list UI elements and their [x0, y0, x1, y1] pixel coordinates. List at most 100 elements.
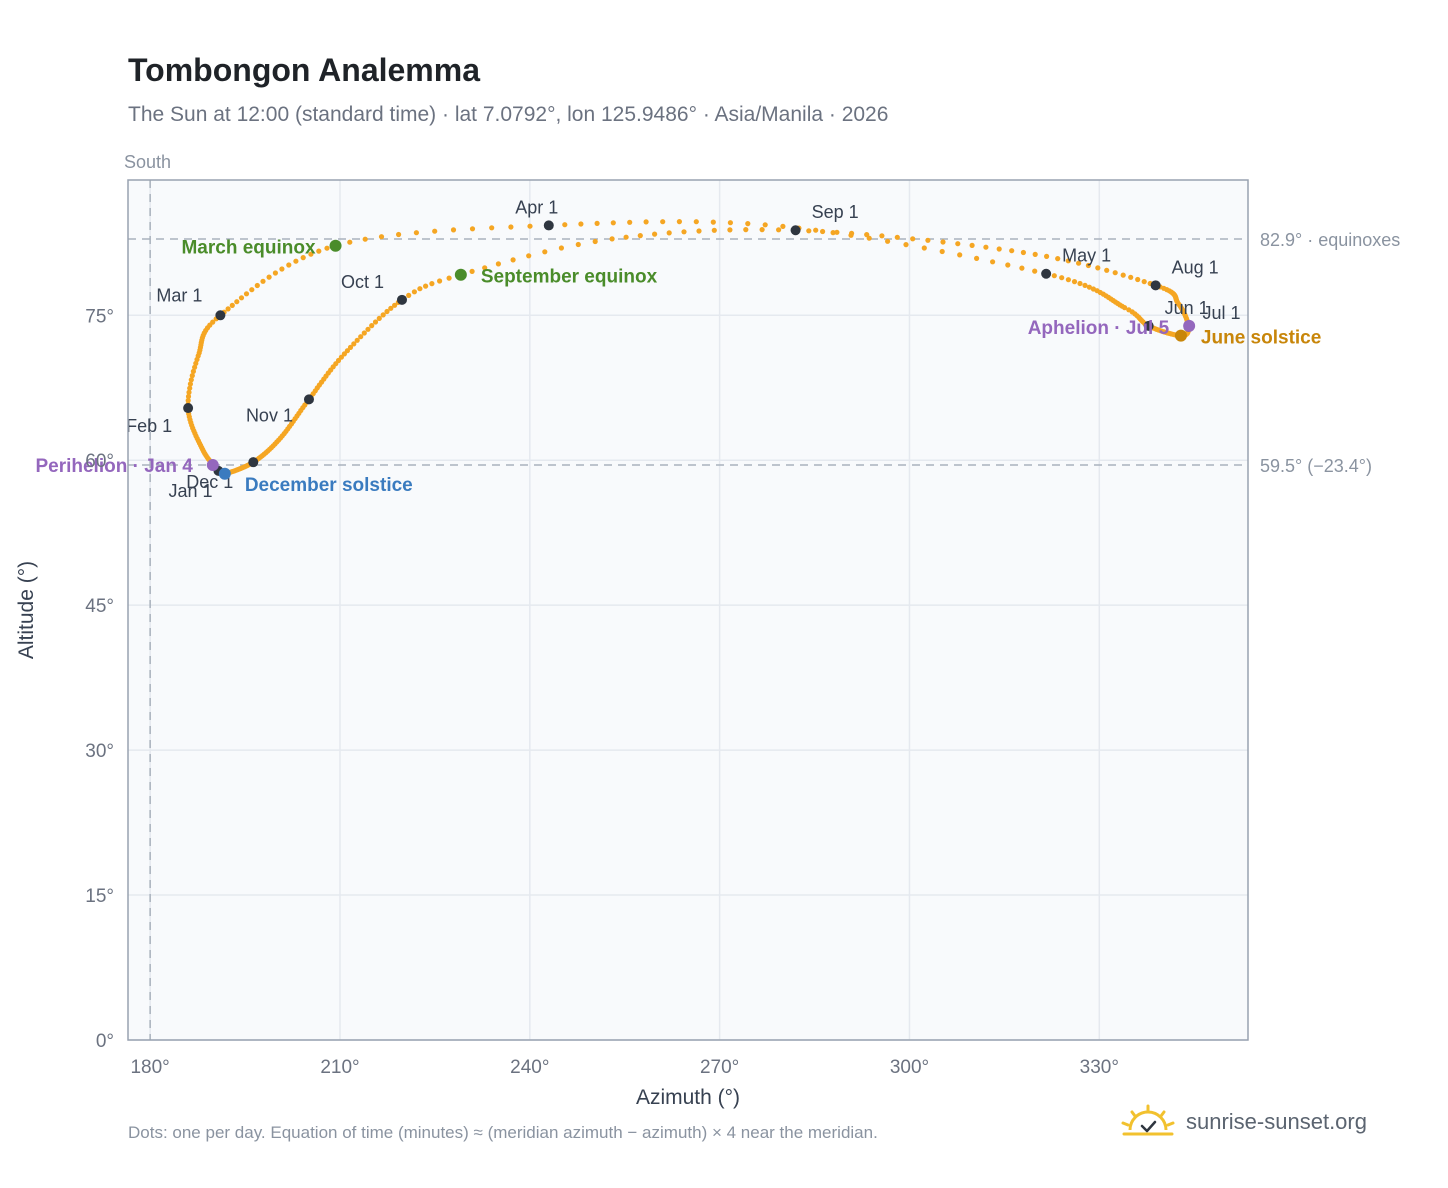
event-label: Aphelion · Jul 5 — [1028, 318, 1170, 339]
day-dot — [594, 220, 600, 226]
day-dot — [710, 219, 716, 225]
day-dot — [610, 220, 616, 226]
day-dot — [365, 326, 371, 332]
month-point-label: Oct 1 — [341, 272, 384, 292]
day-dot — [1071, 279, 1078, 285]
y-tick-label: 75° — [85, 306, 114, 327]
day-dot — [384, 308, 390, 315]
day-dot — [347, 344, 354, 350]
day-dot — [406, 292, 412, 298]
day-dot — [939, 248, 945, 255]
day-dot — [1055, 256, 1061, 262]
event-point — [454, 268, 467, 281]
day-dot — [957, 252, 963, 258]
day-dot — [806, 228, 812, 234]
day-dot — [745, 221, 751, 227]
month-point-label: Aug 1 — [1172, 257, 1219, 277]
day-dot — [727, 220, 734, 226]
y-tick-label: 15° — [85, 886, 114, 907]
day-dot — [469, 226, 476, 232]
day-dot — [341, 351, 347, 357]
day-dot — [1032, 251, 1038, 257]
y-tick-label: 30° — [85, 741, 114, 762]
day-dot — [676, 219, 683, 225]
day-dot — [996, 246, 1002, 252]
day-dot — [388, 305, 394, 311]
day-dot — [1141, 279, 1147, 285]
day-dot — [1005, 262, 1011, 268]
day-dot — [762, 222, 768, 228]
plot-frame — [127, 179, 1249, 1041]
month-point-label: Jan 1 — [168, 481, 212, 501]
month-point-label: Jul 1 — [1203, 303, 1241, 323]
day-dot — [495, 261, 501, 267]
day-dot — [562, 222, 568, 228]
day-dot — [188, 377, 194, 383]
day-dot — [1085, 262, 1091, 269]
day-dot — [413, 230, 419, 236]
month-point-label: May 1 — [1062, 246, 1111, 266]
day-dot — [187, 385, 193, 391]
day-dot — [279, 266, 285, 272]
day-dot — [1077, 280, 1083, 287]
day-dot — [759, 227, 765, 233]
day-dot — [234, 299, 240, 305]
day-dot — [578, 221, 584, 227]
day-dot — [411, 289, 417, 295]
month-point-label: Feb 1 — [126, 416, 172, 436]
day-dot — [300, 255, 306, 261]
day-dot — [969, 242, 975, 248]
month-point — [790, 225, 801, 236]
y-tick-label: 45° — [85, 596, 114, 617]
day-dot — [681, 229, 687, 235]
brand[interactable]: sunrise-sunset.org — [1120, 1102, 1367, 1142]
day-dot — [643, 219, 649, 225]
day-dot — [575, 241, 581, 248]
day-dot — [508, 224, 514, 230]
day-dot — [249, 287, 255, 293]
day-dot — [190, 368, 196, 374]
day-dot — [849, 230, 855, 236]
day-dot — [229, 302, 235, 308]
day-dot — [780, 223, 786, 229]
event-label: March equinox — [181, 238, 316, 259]
day-dot — [254, 282, 260, 289]
day-dot — [446, 275, 452, 281]
day-dot — [225, 306, 231, 312]
day-dot — [727, 227, 733, 233]
day-dot — [362, 236, 368, 242]
day-dot — [666, 230, 672, 236]
day-dot — [558, 245, 565, 251]
day-dot — [910, 236, 916, 242]
day-dot — [286, 262, 292, 268]
x-tick-label: 300° — [890, 1057, 929, 1078]
day-dot — [526, 253, 532, 259]
footnote: Dots: one per day. Equation of time (min… — [128, 1123, 878, 1142]
day-dot — [1009, 248, 1015, 254]
day-dot — [894, 234, 900, 240]
day-dot — [347, 239, 353, 245]
month-point — [183, 403, 194, 414]
sun-logo-icon — [1121, 1104, 1175, 1136]
event-label: Perihelion · Jan 4 — [35, 456, 193, 477]
y-axis-ticks: 0° 15° 30° 45° 60° 75° — [85, 306, 114, 1052]
day-dot — [243, 291, 250, 297]
day-dot — [1082, 282, 1088, 288]
day-dot — [437, 278, 443, 284]
day-dot — [417, 286, 423, 292]
day-dot — [637, 233, 643, 239]
day-dot — [260, 278, 266, 284]
day-dot — [1059, 275, 1065, 281]
x-axis-label: Azimuth (°) — [636, 1086, 740, 1109]
day-dot — [308, 251, 314, 257]
day-dot — [1095, 265, 1101, 271]
meridian-label: South — [124, 152, 171, 172]
day-dot — [432, 228, 438, 234]
chart-title: Tombongon Analemma — [128, 52, 480, 88]
day-dot — [879, 233, 885, 239]
day-dot — [1044, 253, 1050, 259]
chart-subtitle: The Sun at 12:00 (standard time) · lat 7… — [128, 103, 889, 126]
month-point — [1143, 320, 1154, 331]
